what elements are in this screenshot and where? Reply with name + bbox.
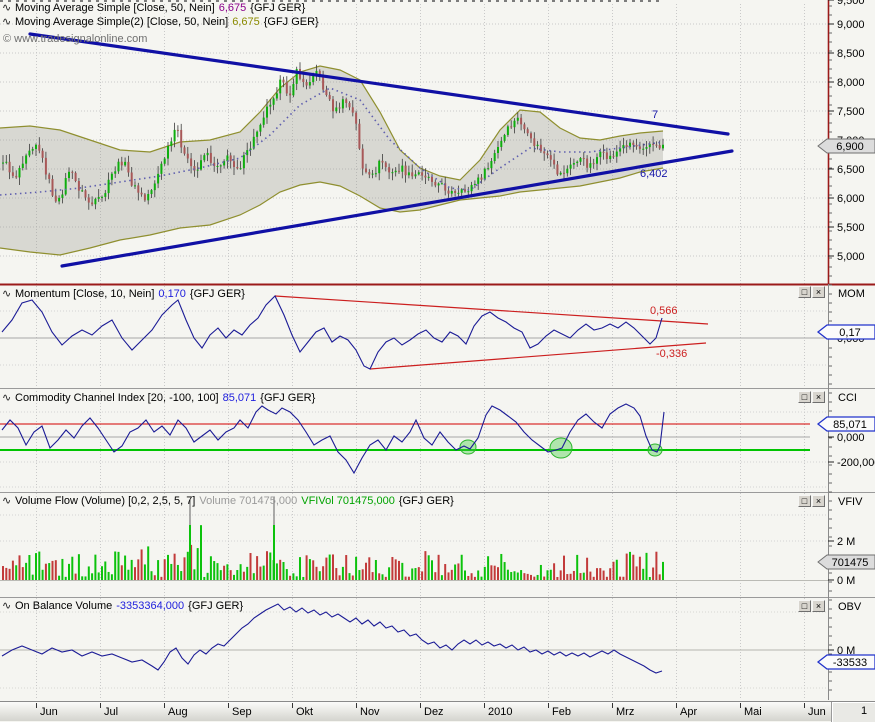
time-axis-tick	[484, 703, 485, 708]
time-axis-tick	[228, 703, 229, 708]
chart-canvas[interactable]: 7 6,402 0,566 -0,336 9,500 9,000 8,500 8,000 7,5…	[0, 0, 875, 701]
axis-corner-label: 1	[861, 705, 868, 717]
time-axis-tick	[292, 703, 293, 708]
time-axis-tick	[164, 703, 165, 708]
svg-text:-0,336: -0,336	[656, 348, 687, 360]
month-label: 2010	[488, 706, 513, 718]
time-axis-tick	[548, 703, 549, 708]
svg-text:-200,000: -200,000	[837, 457, 875, 469]
svg-text:9,000: 9,000	[837, 19, 865, 31]
svg-text:6,900: 6,900	[836, 141, 864, 153]
time-axis-tick	[676, 703, 677, 708]
svg-text:0,000: 0,000	[837, 432, 865, 444]
svg-text:7,500: 7,500	[837, 106, 865, 118]
month-label: Jul	[104, 706, 119, 718]
time-axis-tick	[740, 703, 741, 708]
time-axis-tick	[420, 703, 421, 708]
svg-text:701475: 701475	[832, 557, 869, 569]
time-axis-tick	[36, 703, 37, 708]
month-label: Jun	[808, 706, 826, 718]
month-label: Aug	[168, 706, 188, 718]
svg-text:6,500: 6,500	[837, 164, 865, 176]
time-axis-tick	[612, 703, 613, 708]
svg-text:6,000: 6,000	[837, 193, 865, 205]
time-axis-tick	[804, 703, 805, 708]
month-label: Okt	[296, 706, 314, 718]
month-label: Dez	[424, 706, 444, 718]
svg-text:0,17: 0,17	[839, 327, 860, 339]
month-label: Apr	[680, 706, 698, 718]
time-axis-tick	[100, 703, 101, 708]
svg-text:2 M: 2 M	[837, 536, 855, 548]
month-label: Sep	[232, 706, 252, 718]
time-axis-tick	[356, 703, 357, 708]
month-label: Jun	[40, 706, 58, 718]
svg-text:5,500: 5,500	[837, 222, 865, 234]
svg-text:5,000: 5,000	[837, 251, 865, 263]
time-axis[interactable]: 1 Jun Jul Aug Sep Okt Nov Dez 2010 Feb Mrz Apr Mai J…	[0, 701, 875, 722]
svg-text:7: 7	[652, 109, 658, 121]
month-label: Nov	[360, 706, 380, 718]
svg-text:85,071: 85,071	[833, 419, 867, 431]
value-axis-column[interactable]	[828, 0, 875, 701]
svg-text:0,566: 0,566	[650, 305, 678, 317]
svg-text:9,500: 9,500	[837, 0, 865, 7]
month-label: Mrz	[616, 706, 635, 718]
svg-text:-33533: -33533	[833, 657, 867, 669]
axis-corner: 1	[831, 702, 875, 722]
svg-text:6,402: 6,402	[640, 168, 668, 180]
svg-text:0 M: 0 M	[837, 575, 855, 587]
month-label: Feb	[552, 706, 571, 718]
month-label: Mai	[744, 706, 762, 718]
svg-text:0 M: 0 M	[837, 645, 855, 657]
svg-text:8,500: 8,500	[837, 48, 865, 60]
svg-text:8,000: 8,000	[837, 77, 865, 89]
